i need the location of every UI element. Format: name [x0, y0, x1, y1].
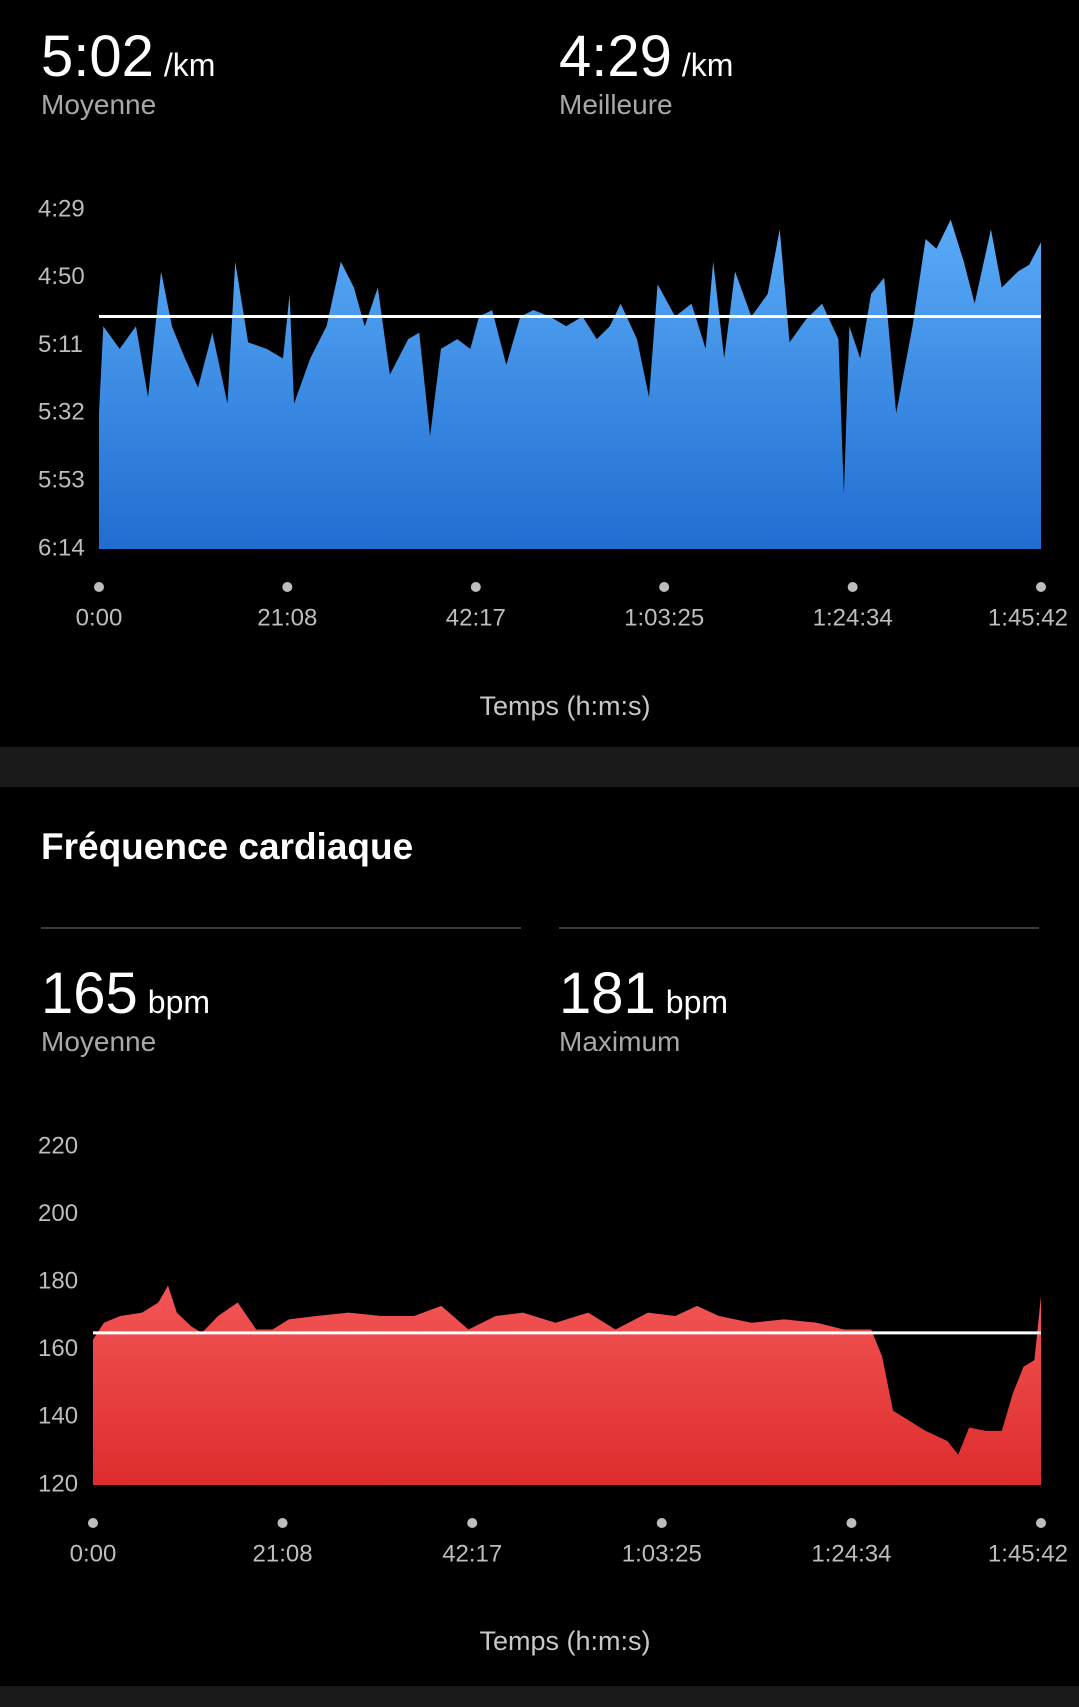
axis-title: Temps (h:m:s) — [479, 1626, 650, 1656]
y-tick-label: 200 — [38, 1200, 78, 1227]
x-tick-dot — [846, 1518, 857, 1528]
y-tick-label: 6:14 — [38, 534, 85, 561]
section-separator — [0, 1686, 1079, 1707]
x-tick-label: 21:08 — [257, 604, 317, 631]
stat-name: Meilleure — [559, 89, 673, 120]
section-title: Fréquence cardiaque — [41, 826, 413, 867]
x-tick-label: 42:17 — [442, 1540, 502, 1567]
x-tick-dot — [1036, 582, 1046, 592]
x-tick-dot — [470, 582, 481, 592]
stat-number: 181 — [559, 961, 656, 1026]
x-tick-dot — [88, 1518, 98, 1528]
x-tick-dot — [282, 582, 293, 592]
stat-unit: /km — [682, 47, 734, 83]
y-tick-label: 5:53 — [38, 467, 85, 494]
stat-value: 165 bpm — [41, 961, 210, 1026]
y-tick-label: 5:11 — [38, 331, 83, 358]
stat-name: Moyenne — [41, 1026, 156, 1057]
y-tick-label: 140 — [38, 1403, 78, 1430]
stat-value: 181 bpm — [559, 961, 728, 1026]
y-tick-label: 5:32 — [38, 399, 85, 426]
stat-number: 5:02 — [41, 24, 154, 89]
x-tick-label: 0:00 — [76, 604, 123, 631]
stat-number: 4:29 — [559, 24, 672, 89]
x-tick-dot — [847, 582, 858, 592]
area — [99, 219, 1041, 549]
y-tick-label: 120 — [38, 1470, 78, 1497]
x-tick-dot — [94, 582, 104, 592]
y-tick-label: 220 — [38, 1132, 78, 1159]
x-tick-label: 1:24:34 — [811, 1540, 891, 1567]
section-separator — [0, 747, 1079, 787]
x-tick-label: 0:00 — [70, 1540, 117, 1567]
stat-value: 4:29/km — [559, 24, 733, 89]
x-tick-label: 1:24:34 — [813, 604, 893, 631]
stat-value: 5:02/km — [41, 24, 215, 89]
stat-name: Moyenne — [41, 89, 156, 120]
y-tick-label: 160 — [38, 1335, 78, 1362]
x-tick-label: 1:45:42 — [988, 604, 1068, 631]
area — [93, 1285, 1041, 1485]
x-tick-label: 1:03:25 — [624, 604, 704, 631]
y-tick-label: 4:29 — [38, 195, 85, 222]
axis-title: Temps (h:m:s) — [479, 691, 650, 721]
x-tick-label: 42:17 — [446, 604, 506, 631]
x-tick-dot — [659, 582, 670, 592]
x-tick-label: 21:08 — [253, 1540, 313, 1567]
stat-unit: bpm — [666, 984, 728, 1020]
x-tick-dot — [656, 1518, 667, 1528]
x-tick-dot — [1036, 1518, 1046, 1528]
stat-name: Maximum — [559, 1026, 680, 1057]
stat-unit: /km — [164, 47, 216, 83]
x-tick-label: 1:45:42 — [988, 1540, 1068, 1567]
stat-unit: bpm — [148, 984, 210, 1020]
x-tick-dot — [277, 1518, 288, 1528]
x-tick-label: 1:03:25 — [622, 1540, 702, 1567]
stat-number: 165 — [41, 961, 138, 1026]
x-tick-dot — [467, 1518, 478, 1528]
y-tick-label: 180 — [38, 1268, 78, 1295]
y-tick-label: 4:50 — [38, 263, 85, 290]
